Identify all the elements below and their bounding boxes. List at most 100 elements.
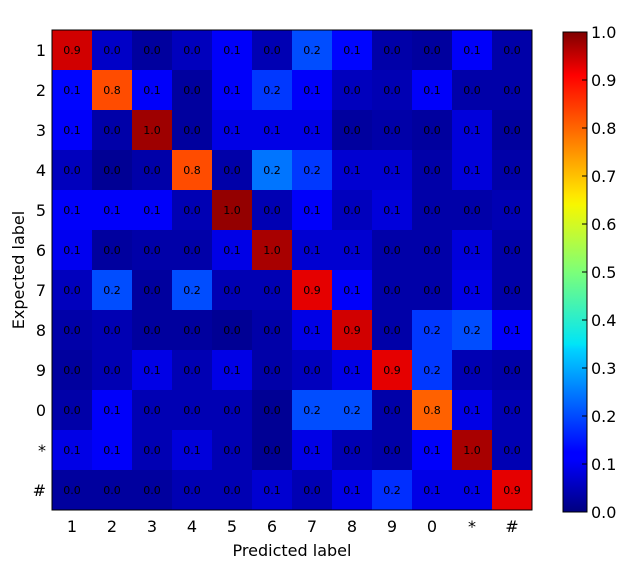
heatmap-cell <box>212 430 252 470</box>
cell-value-label: 0.0 <box>223 324 241 337</box>
cell-value-label: 0.1 <box>343 44 361 57</box>
cell-value-label: 0.0 <box>63 364 81 377</box>
heatmap-cell <box>172 190 212 230</box>
cell-value-label: 0.1 <box>303 124 321 137</box>
cell-value-label: 0.0 <box>343 444 361 457</box>
heatmap-cell <box>92 390 132 430</box>
heatmap-cell <box>452 150 492 190</box>
heatmap-cell <box>412 190 452 230</box>
cell-value-label: 0.0 <box>383 404 401 417</box>
cell-value-label: 0.1 <box>303 244 321 257</box>
cell-value-label: 0.0 <box>423 164 441 177</box>
cell-value-label: 0.0 <box>503 404 521 417</box>
heatmap-cell <box>92 350 132 390</box>
cell-value-label: 0.2 <box>423 364 441 377</box>
cell-value-label: 0.1 <box>463 284 481 297</box>
cell-value-label: 0.1 <box>143 204 161 217</box>
cell-value-label: 0.1 <box>343 244 361 257</box>
heatmap-cell <box>332 470 372 510</box>
colorbar-tick-label: 0.4 <box>591 311 616 330</box>
colorbar-tick-label: 0.9 <box>591 71 616 90</box>
heatmap-cell <box>252 270 292 310</box>
colorbar-tick-label: 0.3 <box>591 359 616 378</box>
heatmap-cell <box>252 350 292 390</box>
cell-value-label: 0.0 <box>503 364 521 377</box>
heatmap-cell <box>492 30 532 70</box>
x-tick-label: 5 <box>227 517 237 536</box>
heatmap-cell <box>52 70 92 110</box>
cell-value-label: 0.0 <box>423 44 441 57</box>
heatmap-cell <box>172 430 212 470</box>
cell-value-label: 0.0 <box>423 124 441 137</box>
heatmap-cell <box>252 310 292 350</box>
heatmap-cell <box>132 430 172 470</box>
heatmap-cell <box>292 110 332 150</box>
heatmap-cell <box>372 110 412 150</box>
cell-value-label: 0.0 <box>503 44 521 57</box>
cell-value-label: 0.1 <box>63 124 81 137</box>
cell-value-label: 0.0 <box>63 164 81 177</box>
cell-value-label: 0.0 <box>143 284 161 297</box>
heatmap-cell <box>212 30 252 70</box>
heatmap-cell <box>132 190 172 230</box>
cell-value-label: 0.0 <box>503 284 521 297</box>
cell-value-label: 0.0 <box>383 444 401 457</box>
heatmap-cell <box>412 70 452 110</box>
heatmap-cell <box>452 430 492 470</box>
cell-value-label: 0.0 <box>103 324 121 337</box>
cell-value-label: 0.0 <box>143 44 161 57</box>
heatmap-cell <box>212 150 252 190</box>
heatmap-cell <box>412 310 452 350</box>
heatmap-cell <box>372 30 412 70</box>
cell-value-label: 0.8 <box>103 84 121 97</box>
cell-value-label: 0.1 <box>343 284 361 297</box>
heatmap-cell <box>452 70 492 110</box>
cell-value-label: 0.0 <box>143 164 161 177</box>
cell-value-label: 0.0 <box>263 324 281 337</box>
heatmap-cell <box>252 390 292 430</box>
cell-value-label: 0.0 <box>223 404 241 417</box>
heatmap-cell <box>92 150 132 190</box>
cell-value-label: 0.0 <box>143 404 161 417</box>
heatmap-cell <box>172 310 212 350</box>
cell-value-label: 0.0 <box>503 204 521 217</box>
heatmap-cell <box>332 390 372 430</box>
heatmap-cell <box>492 470 532 510</box>
cell-value-label: 0.2 <box>303 44 321 57</box>
heatmap-cell <box>412 270 452 310</box>
cell-value-label: 0.0 <box>303 364 321 377</box>
heatmap-cell <box>252 30 292 70</box>
cell-value-label: 0.0 <box>183 324 201 337</box>
y-tick-label: 8 <box>36 321 46 340</box>
cell-value-label: 0.0 <box>143 444 161 457</box>
cell-value-label: 1.0 <box>263 244 281 257</box>
heatmap-cell <box>292 350 332 390</box>
cell-value-label: 0.0 <box>383 44 401 57</box>
cell-value-label: 1.0 <box>143 124 161 137</box>
cell-value-label: 0.1 <box>303 324 321 337</box>
heatmap-cell <box>52 390 92 430</box>
heatmap-cell <box>332 270 372 310</box>
y-tick-label: 2 <box>36 81 46 100</box>
heatmap-cell <box>372 270 412 310</box>
cell-value-label: 0.0 <box>463 84 481 97</box>
heatmap-cell <box>412 30 452 70</box>
heatmap-cell <box>52 270 92 310</box>
cell-value-label: 0.1 <box>463 164 481 177</box>
cell-value-label: 0.0 <box>183 44 201 57</box>
heatmap-cell <box>92 190 132 230</box>
heatmap-cell <box>252 230 292 270</box>
heatmap-cell <box>452 190 492 230</box>
cell-value-label: 0.0 <box>183 484 201 497</box>
plot-frame <box>51 29 533 511</box>
cell-value-label: 0.0 <box>383 284 401 297</box>
cell-value-label: 0.0 <box>423 284 441 297</box>
y-tick-label: 7 <box>36 281 46 300</box>
heatmap-cell <box>92 470 132 510</box>
heatmap-cell <box>52 350 92 390</box>
colorbar-tick-label: 0.2 <box>591 407 616 426</box>
y-tick-label: * <box>38 441 46 460</box>
cell-value-label: 0.0 <box>103 164 121 177</box>
heatmap-cell <box>492 350 532 390</box>
heatmap-cell <box>452 110 492 150</box>
